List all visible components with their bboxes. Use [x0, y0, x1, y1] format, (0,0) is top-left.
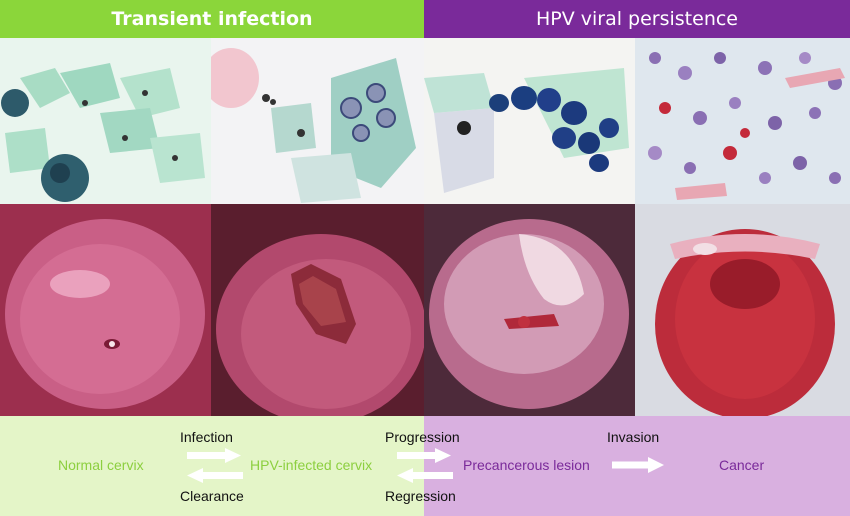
cytology-infected-image [211, 38, 424, 204]
colposcopy-normal-image [0, 204, 211, 416]
viral-persistence-title: HPV viral persistence [535, 8, 739, 30]
right-arrow-icon [612, 457, 664, 473]
stage-hpv-infected-cervix: HPV-infected cervix [250, 457, 373, 473]
viral-persistence-header: HPV viral persistence [424, 0, 850, 38]
stage-cancer: Cancer [719, 457, 765, 473]
right-arrow-icon [397, 448, 451, 463]
colposcopy-cancer-image [635, 204, 850, 416]
cytology-normal-image [0, 38, 211, 204]
transient-infection-title: Transient infection [111, 8, 313, 30]
transition-progression-label: Progression [385, 429, 460, 445]
transition-regression-label: Regression [385, 488, 456, 504]
infection-clearance-arrows [187, 448, 243, 483]
left-arrow-icon [397, 468, 453, 483]
right-arrow-icon [187, 448, 241, 463]
transition-invasion-label: Invasion [607, 429, 660, 445]
left-arrow-icon [187, 468, 243, 483]
stage-precancerous-lesion: Precancerous lesion [463, 457, 590, 473]
transient-flow-panel [0, 416, 424, 516]
cytology-cancer-image [635, 38, 850, 204]
transition-clearance-label: Clearance [180, 488, 244, 504]
transient-infection-header: Transient infection [0, 0, 424, 38]
colposcopy-precancer-image [424, 204, 635, 416]
progression-regression-arrows [397, 448, 453, 483]
colposcopy-infected-image [211, 204, 424, 416]
stage-normal-cervix: Normal cervix [58, 457, 144, 473]
invasion-arrow [612, 457, 664, 473]
cytology-precancer-image [424, 38, 635, 204]
transition-infection-label: Infection [180, 429, 233, 445]
